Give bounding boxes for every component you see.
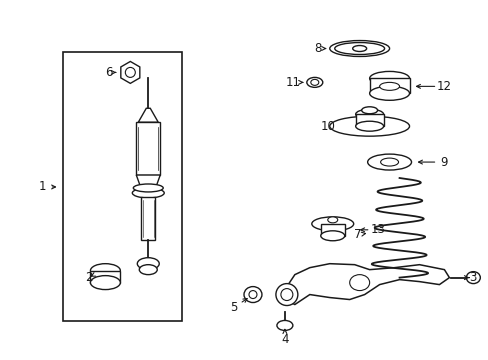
Ellipse shape: [379, 82, 399, 90]
Ellipse shape: [367, 154, 411, 170]
Ellipse shape: [369, 86, 408, 100]
Ellipse shape: [125, 67, 135, 77]
Ellipse shape: [90, 264, 120, 278]
Ellipse shape: [276, 320, 292, 330]
Ellipse shape: [355, 121, 383, 131]
Polygon shape: [136, 175, 160, 189]
Ellipse shape: [320, 231, 344, 241]
Text: 4: 4: [281, 333, 288, 346]
Ellipse shape: [90, 276, 120, 289]
Ellipse shape: [466, 272, 479, 284]
Text: 5: 5: [230, 301, 237, 314]
Ellipse shape: [369, 71, 408, 85]
Ellipse shape: [139, 265, 157, 275]
Bar: [90, 271, 120, 283]
Ellipse shape: [248, 291, 256, 298]
Ellipse shape: [244, 287, 262, 302]
Ellipse shape: [132, 188, 164, 198]
Bar: [369, 78, 408, 93]
Ellipse shape: [334, 42, 384, 54]
Bar: [62, 53, 182, 321]
Ellipse shape: [137, 258, 159, 270]
Text: 13: 13: [369, 223, 384, 236]
Ellipse shape: [329, 116, 408, 136]
Text: 6: 6: [104, 66, 112, 79]
Ellipse shape: [380, 158, 398, 166]
Text: 11: 11: [285, 76, 300, 89]
Polygon shape: [285, 264, 448, 305]
Polygon shape: [138, 108, 158, 122]
Text: 12: 12: [436, 80, 451, 93]
Text: 1: 1: [39, 180, 46, 193]
Bar: [141, 197, 155, 240]
Ellipse shape: [306, 77, 322, 87]
Text: 2: 2: [84, 271, 92, 284]
Ellipse shape: [355, 109, 383, 119]
Ellipse shape: [310, 80, 318, 85]
Ellipse shape: [275, 284, 297, 306]
Polygon shape: [121, 62, 140, 84]
Ellipse shape: [329, 41, 389, 57]
Ellipse shape: [327, 217, 337, 223]
Ellipse shape: [352, 45, 366, 51]
Ellipse shape: [311, 217, 353, 231]
Text: 8: 8: [313, 42, 321, 55]
Ellipse shape: [280, 289, 292, 301]
Ellipse shape: [349, 275, 369, 291]
Text: 10: 10: [320, 120, 334, 133]
Ellipse shape: [361, 107, 377, 114]
Text: 9: 9: [440, 156, 447, 168]
Ellipse shape: [133, 184, 163, 192]
Bar: [136, 122, 160, 175]
Text: 7: 7: [353, 228, 361, 241]
Bar: [320, 224, 344, 236]
Text: 3: 3: [468, 271, 476, 284]
Bar: [355, 114, 383, 126]
